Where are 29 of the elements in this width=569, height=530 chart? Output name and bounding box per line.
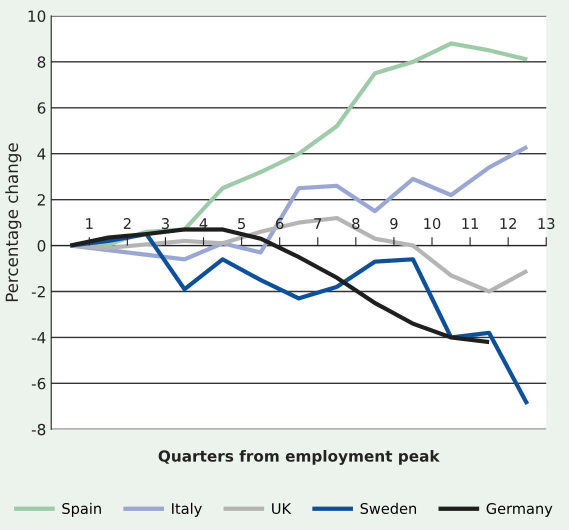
x-tick-label: 10 (424, 218, 440, 230)
y-tick-label: -8 (32, 424, 46, 436)
y-tick-label: 0 (38, 240, 46, 252)
x-tick-label: 8 (352, 218, 360, 230)
x-tick-label: 12 (500, 218, 516, 229)
x-tick-label: 13 (538, 218, 554, 230)
y-tick-label: 10 (28, 10, 46, 22)
y-tick-label: -2 (32, 286, 45, 298)
x-tick-label: 9 (390, 218, 398, 230)
x-tick-label: 7 (314, 218, 322, 229)
y-tick-label: 8 (38, 56, 46, 68)
legend-label: Germany (486, 503, 552, 517)
y-axis-title: Percentage change (5, 143, 22, 302)
x-tick-label: 1 (86, 218, 93, 229)
y-tick-label: 2 (38, 194, 45, 206)
legend-label: Italy (172, 502, 202, 517)
x-tick-label: 6 (276, 218, 284, 230)
legend-label: UK (272, 503, 292, 514)
y-tick-label: -6 (32, 378, 46, 390)
x-tick-label: 5 (238, 218, 245, 230)
x-tick-label: 11 (462, 218, 478, 229)
y-tick-label: 6 (38, 102, 46, 114)
legend-label: Spain (62, 502, 101, 517)
y-tick-label: -4 (32, 332, 46, 344)
x-axis-title: Quarters from employment peak (158, 450, 440, 465)
y-tick-label: 4 (37, 148, 46, 160)
x-tick-label: 3 (162, 218, 169, 230)
legend-label: Sweden (360, 502, 416, 514)
x-tick-label: 2 (124, 218, 131, 229)
